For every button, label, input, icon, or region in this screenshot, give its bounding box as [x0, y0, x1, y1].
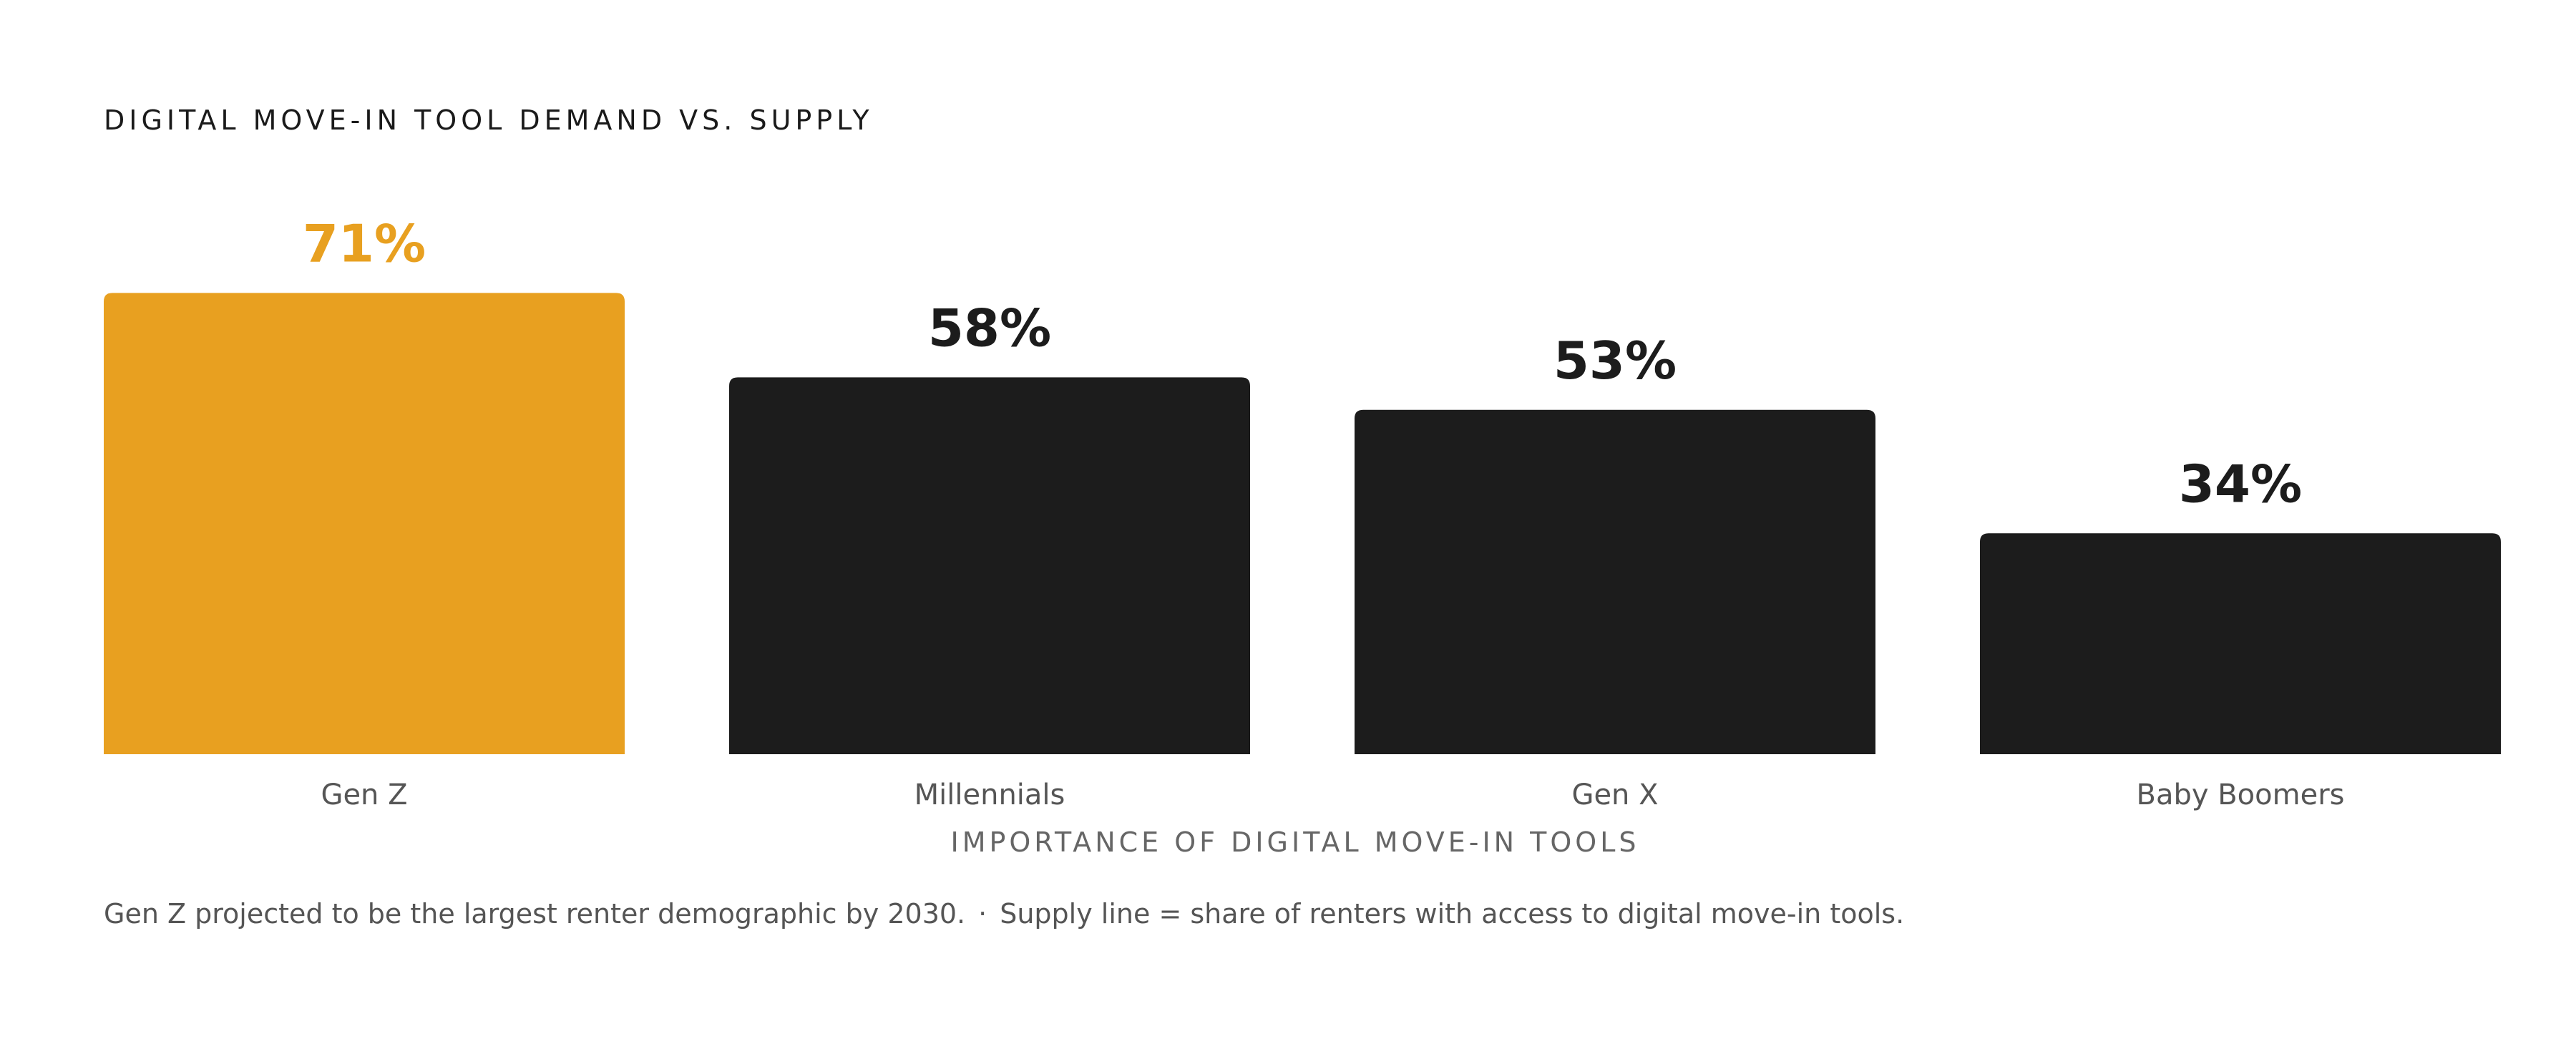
value-label-baby-boomers: 34% [2179, 454, 2302, 514]
category-label-gen-x: Gen X [1571, 779, 1658, 811]
bar-gen-z [104, 293, 625, 754]
category-labels-group: Gen Z Millennials Gen X Baby Boomers [321, 779, 2344, 811]
value-labels-group: 71% 58% 53% 34% [303, 213, 2302, 514]
category-label-millennials: Millennials [914, 779, 1065, 811]
bar-baby-boomers [1980, 533, 2501, 754]
category-label-gen-z: Gen Z [321, 779, 407, 811]
value-label-gen-z: 71% [303, 213, 426, 273]
footnote-text-secondary: Supply line = share of renters with acce… [1000, 898, 1905, 930]
footnote-text-primary: Gen Z projected to be the largest renter… [104, 898, 966, 930]
bar-gen-x [1355, 409, 1875, 754]
bar-millennials [729, 377, 1250, 754]
value-label-gen-x: 53% [1553, 331, 1677, 391]
bars-group [104, 293, 2501, 754]
category-label-baby-boomers: Baby Boomers [2137, 779, 2345, 811]
chart-title: DIGITAL MOVE-IN TOOL DEMAND VS. SUPPLY [104, 104, 874, 136]
x-axis-label: IMPORTANCE OF DIGITAL MOVE-IN TOOLS [950, 826, 1639, 858]
footnote: Gen Z projected to be the largest renter… [104, 898, 1904, 930]
footnote-separator: · [978, 898, 987, 930]
value-label-millennials: 58% [928, 298, 1051, 358]
